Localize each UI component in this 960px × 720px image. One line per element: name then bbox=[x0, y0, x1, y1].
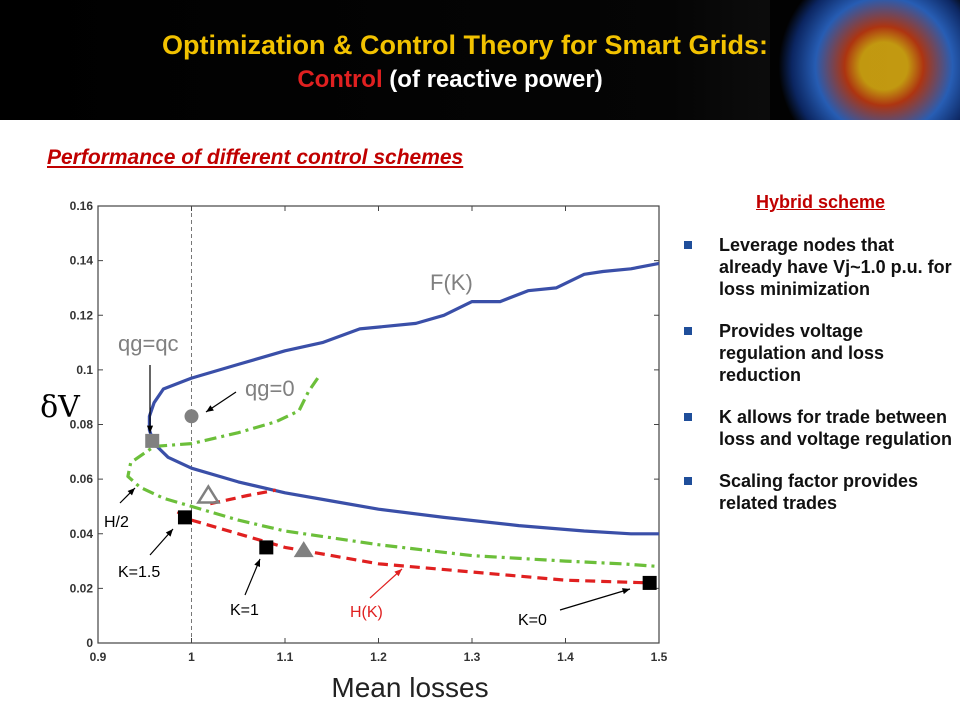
x-tick-label: 1 bbox=[188, 650, 195, 664]
annotation-label: H/2 bbox=[104, 514, 129, 531]
slide-subtitle: Performance of different control schemes bbox=[47, 146, 464, 169]
y-tick-label: 0.1 bbox=[76, 363, 93, 377]
x-tick-label: 1.5 bbox=[651, 650, 668, 664]
performance-chart: 0.9 1 1.1 1.2 1.3 1.4 1.5 0 0.02 0.04 0.06 0.08 0.1 0… bbox=[40, 199, 668, 703]
chart-markers bbox=[145, 409, 657, 590]
marker-square bbox=[642, 575, 657, 590]
y-tick-label: 0.04 bbox=[70, 527, 94, 541]
annotation-arrowhead bbox=[165, 529, 173, 537]
title-accent: Control bbox=[297, 66, 383, 93]
x-tick-label: 1.3 bbox=[464, 650, 481, 664]
marker-circle bbox=[184, 409, 199, 424]
series-f-k-line bbox=[147, 261, 660, 536]
marker-triangle bbox=[293, 541, 314, 558]
x-tick-label: 1.4 bbox=[557, 650, 574, 664]
plot-frame bbox=[97, 205, 660, 644]
header-collage-image bbox=[770, 0, 960, 120]
annotation-label: K=0 bbox=[518, 612, 547, 629]
title-line-1: Optimization & Control Theory for Smart … bbox=[161, 30, 769, 60]
sidebar-bullets: Leverage nodes that already have Vj~1.0 … bbox=[684, 234, 954, 534]
y-tick-label: 0.08 bbox=[70, 418, 94, 432]
y-tick-label: 0.14 bbox=[70, 254, 94, 268]
y-tick-label: 0.06 bbox=[70, 472, 94, 486]
bullet-item: Scaling factor provides related trades bbox=[684, 470, 954, 514]
annotation-arrowhead bbox=[146, 425, 154, 433]
header-banner: Optimization & Control Theory for Smart … bbox=[0, 0, 960, 120]
y-tick-label: 0.16 bbox=[70, 199, 94, 213]
bullet-item: Provides voltage regulation and loss red… bbox=[684, 320, 954, 386]
marker-triangle-open bbox=[196, 484, 221, 504]
title-rest: (of reactive power) bbox=[382, 66, 603, 93]
annotation-arrowhead bbox=[622, 588, 630, 595]
annotation-label: qg=0 bbox=[245, 376, 295, 401]
marker-square bbox=[259, 540, 274, 555]
annotation-arrow-line bbox=[559, 588, 631, 611]
bullet-item: K allows for trade between loss and volt… bbox=[684, 406, 954, 450]
y-axis-label: δV bbox=[40, 390, 81, 425]
annotation-label: F(K) bbox=[430, 270, 473, 295]
series-h-k-branch bbox=[209, 488, 277, 506]
annotation-labels: F(K) qg=qc qg=0 H/2 K=1.5 K=1 H(K) K=0 bbox=[104, 270, 547, 629]
annotation-label: K=1.5 bbox=[118, 564, 160, 581]
x-axis-label: Mean losses bbox=[331, 672, 488, 703]
annotation-arrowhead bbox=[254, 559, 260, 567]
title-line-2: Control (of reactive power) bbox=[0, 66, 900, 94]
marker-square bbox=[145, 433, 160, 448]
series-h-k-line bbox=[176, 510, 650, 585]
annotation-label: K=1 bbox=[230, 602, 259, 619]
x-tick-label: 0.9 bbox=[90, 650, 107, 664]
x-tick-label: 1.2 bbox=[370, 650, 387, 664]
marker-square bbox=[177, 510, 192, 525]
annotation-label: qg=qc bbox=[118, 331, 179, 356]
annotation-arrowhead bbox=[127, 488, 135, 496]
x-tick-label: 1.1 bbox=[277, 650, 294, 664]
chart-curves bbox=[126, 261, 660, 585]
plot-area bbox=[97, 205, 660, 644]
annotation-label: H(K) bbox=[350, 604, 383, 621]
annotation-arrowhead bbox=[394, 569, 402, 577]
axis-ticks: 0.9 1 1.1 1.2 1.3 1.4 1.5 0 0.02 0.04 0.06 0.08 0.1 0… bbox=[70, 199, 668, 664]
y-tick-label: 0 bbox=[86, 636, 93, 650]
annotation-arrows bbox=[119, 365, 631, 611]
y-tick-label: 0.12 bbox=[70, 308, 94, 322]
sidebar-heading: Hybrid scheme bbox=[756, 192, 886, 212]
y-tick-label: 0.02 bbox=[70, 581, 94, 595]
bullet-item: Leverage nodes that already have Vj~1.0 … bbox=[684, 234, 954, 300]
annotation-arrowhead bbox=[206, 405, 214, 412]
